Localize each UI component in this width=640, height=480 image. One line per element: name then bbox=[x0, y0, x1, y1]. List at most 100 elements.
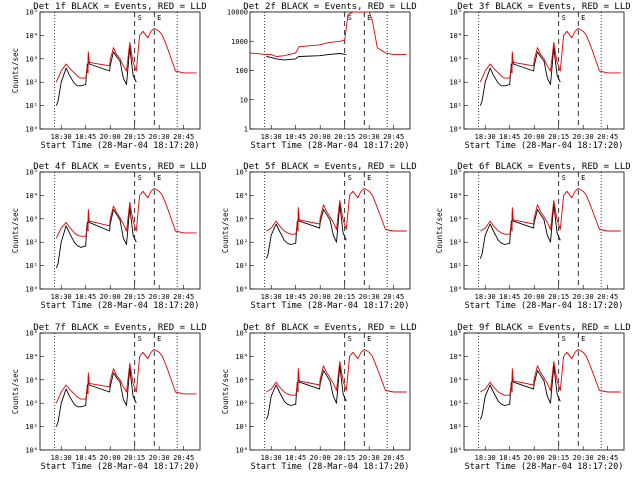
x-axis-label: Start Time (28-Mar-04 18:17:20) bbox=[41, 141, 200, 151]
y-tick-label: 10³ bbox=[25, 376, 38, 384]
panel-det-8: Det 8f BLACK = Events, RED = LLD 10⁰ 10¹ 10… bbox=[221, 323, 417, 472]
x-tick-label: 20:45 bbox=[173, 293, 194, 301]
y-tick-label: 10² bbox=[25, 400, 38, 408]
panel-title: Det 7f BLACK = Events, RED = LLD bbox=[33, 323, 206, 333]
y-tick-label: 10¹ bbox=[235, 262, 248, 270]
y-tick-label: 10³ bbox=[449, 55, 462, 63]
panel-det-2: Det 2f BLACK = Events, RED = LLD 1 10 100 10… bbox=[227, 2, 417, 151]
x-tick-label: 18:30 bbox=[51, 454, 72, 462]
annotation-e: E bbox=[581, 174, 585, 182]
y-tick-label: 10⁵ bbox=[25, 330, 38, 338]
x-axis-label: Start Time (28-Mar-04 18:17:20) bbox=[41, 462, 200, 472]
y-tick-label: 10⁴ bbox=[449, 192, 462, 200]
annotation-e: E bbox=[157, 335, 161, 343]
panel-title: Det 4f BLACK = Events, RED = LLD bbox=[33, 162, 206, 172]
y-tick-label: 10² bbox=[25, 79, 38, 87]
x-tick-label: 20:00 bbox=[524, 293, 545, 301]
panel-det-7: Det 7f BLACK = Events, RED = LLD 10⁰ 10¹ 10… bbox=[11, 323, 207, 472]
x-tick-label: 20:00 bbox=[310, 133, 331, 141]
series-line-events bbox=[479, 47, 561, 106]
x-tick-label: 20:15 bbox=[548, 454, 569, 462]
annotation-s: S bbox=[348, 174, 352, 182]
panel-det-3: Det 3f BLACK = Events, RED = LLD 10⁰ 10¹ 10… bbox=[449, 2, 630, 151]
y-tick-label: 10¹ bbox=[25, 102, 38, 110]
y-tick-label: 10 bbox=[240, 96, 248, 104]
x-tick-label: 20:00 bbox=[310, 454, 331, 462]
y-tick-label: 10³ bbox=[449, 215, 462, 223]
y-tick-label: 10² bbox=[235, 239, 248, 247]
series-line-lld bbox=[479, 27, 621, 83]
x-tick-label: 18:30 bbox=[261, 133, 282, 141]
series-line-events bbox=[479, 365, 561, 420]
plot-frame bbox=[463, 11, 625, 130]
series-line-lld bbox=[249, 11, 407, 57]
y-tick-label: 10⁰ bbox=[25, 126, 38, 134]
x-tick-label: 20:00 bbox=[100, 293, 121, 301]
x-tick-label: 18:30 bbox=[261, 454, 282, 462]
y-tick-label: 10⁴ bbox=[449, 353, 462, 361]
y-tick-label: 10¹ bbox=[449, 102, 462, 110]
series-line-lld bbox=[480, 187, 621, 235]
x-tick-label: 18:45 bbox=[499, 454, 520, 462]
y-tick-label: 10⁵ bbox=[235, 330, 248, 338]
x-tick-label: 20:30 bbox=[359, 133, 380, 141]
y-tick-label: 10¹ bbox=[449, 262, 462, 270]
series-line-events bbox=[479, 204, 561, 259]
panel-title: Det 5f BLACK = Events, RED = LLD bbox=[243, 162, 416, 172]
annotation-s: S bbox=[138, 174, 142, 182]
annotation-e: E bbox=[367, 14, 371, 22]
y-tick-label: 10³ bbox=[25, 55, 38, 63]
annotation-e: E bbox=[367, 335, 371, 343]
annotation-e: E bbox=[367, 174, 371, 182]
series-line-events bbox=[265, 365, 347, 420]
x-tick-label: 18:45 bbox=[285, 454, 306, 462]
y-tick-label: 10⁵ bbox=[449, 169, 462, 177]
x-tick-label: 20:30 bbox=[573, 454, 594, 462]
y-axis-label: Counts/sec bbox=[11, 208, 20, 253]
y-axis-label: Counts/sec bbox=[221, 208, 230, 253]
x-tick-label: 20:15 bbox=[334, 293, 355, 301]
y-tick-label: 10³ bbox=[25, 215, 38, 223]
x-tick-label: 18:45 bbox=[75, 133, 96, 141]
annotation-e: E bbox=[157, 14, 161, 22]
panel-det-9: Det 9f BLACK = Events, RED = LLD 10⁰ 10¹ 10… bbox=[449, 323, 630, 472]
panel-title: Det 6f BLACK = Events, RED = LLD bbox=[457, 162, 630, 172]
y-tick-label: 10¹ bbox=[449, 423, 462, 431]
x-tick-label: 18:45 bbox=[285, 133, 306, 141]
plot-frame bbox=[39, 171, 201, 290]
x-tick-label: 20:15 bbox=[548, 133, 569, 141]
x-tick-label: 20:15 bbox=[124, 133, 145, 141]
y-tick-label: 10⁴ bbox=[449, 32, 462, 40]
x-tick-label: 20:30 bbox=[359, 293, 380, 301]
y-tick-label: 10⁵ bbox=[449, 9, 462, 17]
y-tick-label: 100 bbox=[235, 67, 248, 75]
x-tick-label: 20:45 bbox=[173, 454, 194, 462]
y-tick-label: 10¹ bbox=[25, 423, 38, 431]
y-tick-label: 10⁴ bbox=[235, 192, 248, 200]
y-tick-label: 10² bbox=[449, 79, 462, 87]
panel-title: Det 3f BLACK = Events, RED = LLD bbox=[457, 2, 630, 12]
y-tick-label: 10⁰ bbox=[235, 286, 248, 294]
x-tick-label: 18:30 bbox=[475, 293, 496, 301]
y-axis-label: Counts/sec bbox=[435, 208, 444, 253]
y-tick-label: 10⁴ bbox=[25, 192, 38, 200]
x-tick-label: 20:30 bbox=[359, 454, 380, 462]
x-tick-label: 18:30 bbox=[475, 133, 496, 141]
x-axis-label: Start Time (28-Mar-04 18:17:20) bbox=[251, 301, 410, 311]
panel-det-5: Det 5f BLACK = Events, RED = LLD 10⁰ 10¹ 10… bbox=[221, 162, 417, 311]
y-tick-label: 1000 bbox=[231, 38, 248, 46]
x-tick-label: 18:45 bbox=[75, 293, 96, 301]
x-axis-label: Start Time (28-Mar-04 18:17:20) bbox=[251, 462, 410, 472]
x-tick-label: 20:45 bbox=[383, 454, 404, 462]
x-tick-label: 20:00 bbox=[310, 293, 331, 301]
panel-title: Det 9f BLACK = Events, RED = LLD bbox=[457, 323, 630, 333]
y-tick-label: 10⁵ bbox=[25, 9, 38, 17]
x-tick-label: 20:45 bbox=[597, 454, 618, 462]
x-tick-label: 18:30 bbox=[475, 454, 496, 462]
y-tick-label: 10² bbox=[235, 400, 248, 408]
series-line-lld bbox=[480, 348, 621, 396]
y-tick-label: 10⁵ bbox=[25, 169, 38, 177]
series-line-lld bbox=[266, 187, 407, 235]
y-tick-label: 10¹ bbox=[25, 262, 38, 270]
panel-title: Det 1f BLACK = Events, RED = LLD bbox=[33, 2, 206, 12]
